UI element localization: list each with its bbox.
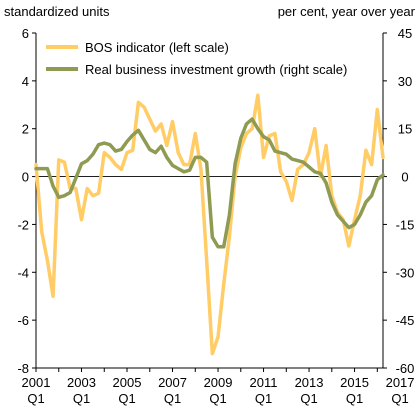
- legend: BOS indicator (left scale) Real business…: [46, 40, 347, 77]
- series-layer: [34, 93, 385, 356]
- x-tick-quarter: Q1: [118, 391, 135, 406]
- right-tick-label: 45: [398, 26, 412, 41]
- left-tick-label: -6: [17, 313, 29, 328]
- legend-label-bos: BOS indicator (left scale): [85, 40, 229, 55]
- series-line-investment: [34, 117, 385, 249]
- x-tick-quarter: Q1: [164, 391, 181, 406]
- x-tick-quarter: Q1: [300, 391, 317, 406]
- x-tick-year: 2009: [204, 375, 233, 390]
- legend-label-investment: Real business investment growth (right s…: [85, 62, 347, 77]
- left-tick-label: 2: [22, 122, 29, 137]
- x-tick-year: 2017: [386, 375, 415, 390]
- x-tick-quarter: Q1: [73, 391, 90, 406]
- left-tick-label: -4: [17, 265, 29, 280]
- left-tick-label: 0: [22, 170, 29, 185]
- axes-layer: -8-6-4-20246-60-45-30-1501530452001Q1200…: [17, 26, 414, 406]
- x-tick-quarter: Q1: [255, 391, 272, 406]
- x-tick-year: 2005: [113, 375, 142, 390]
- x-tick-quarter: Q1: [209, 391, 226, 406]
- left-tick-label: -8: [17, 361, 29, 376]
- right-tick-label: 0: [401, 170, 408, 185]
- series-line-bos: [34, 93, 385, 356]
- x-tick-quarter: Q1: [27, 391, 44, 406]
- x-tick-year: 2007: [158, 375, 187, 390]
- x-tick-quarter: Q1: [346, 391, 363, 406]
- right-tick-label: -45: [396, 313, 415, 328]
- x-tick-year: 2015: [340, 375, 369, 390]
- right-tick-label: -30: [396, 265, 415, 280]
- left-tick-label: 4: [22, 74, 29, 89]
- right-axis-title: per cent, year over year: [278, 4, 416, 19]
- right-tick-label: 15: [398, 122, 412, 137]
- x-tick-year: 2003: [67, 375, 96, 390]
- x-tick-year: 2011: [250, 375, 278, 390]
- x-tick-year: 2013: [295, 375, 324, 390]
- right-tick-label: -60: [396, 361, 415, 376]
- left-tick-label: -2: [17, 217, 29, 232]
- left-axis-title: standardized units: [4, 4, 110, 19]
- left-tick-label: 6: [22, 26, 29, 41]
- x-tick-quarter: Q1: [391, 391, 408, 406]
- x-tick-year: 2001: [22, 375, 51, 390]
- right-tick-label: -15: [396, 217, 415, 232]
- right-tick-label: 30: [398, 74, 412, 89]
